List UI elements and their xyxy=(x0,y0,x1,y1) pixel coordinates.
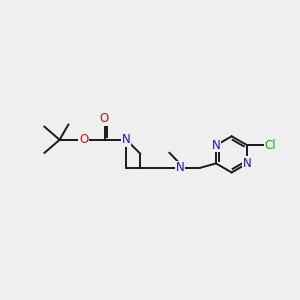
Text: N: N xyxy=(122,133,131,146)
Text: N: N xyxy=(176,161,185,174)
Text: N: N xyxy=(243,157,252,170)
Text: Cl: Cl xyxy=(265,139,277,152)
Text: O: O xyxy=(79,133,88,146)
Text: N: N xyxy=(212,139,220,152)
Text: O: O xyxy=(100,112,109,125)
